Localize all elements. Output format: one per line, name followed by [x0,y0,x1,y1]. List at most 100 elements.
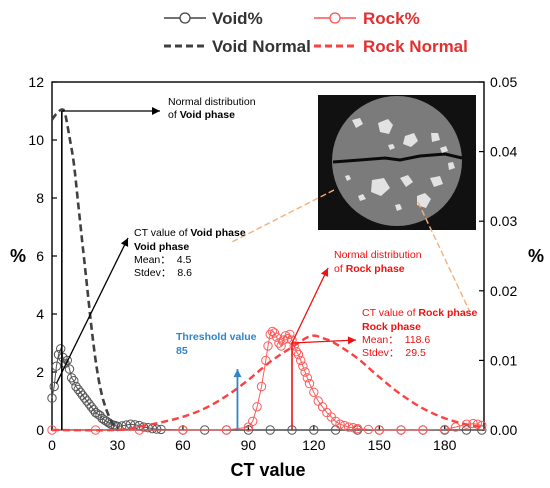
ct-crack [332,152,463,164]
data-point [112,421,123,432]
data-point [472,419,483,429]
data-point [156,424,166,435]
data-point [280,331,291,341]
annotation-arrows [55,107,357,384]
data-point [69,376,79,386]
legend-void-label: Void% [212,9,263,28]
y-left-tick-label: 4 [36,306,44,322]
data-point [344,422,354,432]
data-point [256,381,267,392]
inset-leader-void [231,189,335,243]
legend-item-rock-normal: Rock Normal [314,37,468,56]
ct-bright-grains [345,118,455,211]
x-tick-label: 120 [302,437,326,453]
data-point [302,373,312,383]
data-point [263,341,273,351]
x-tick-label: 90 [241,437,257,453]
data-point [64,364,75,374]
data-point [309,425,319,435]
y-axis-left-title: % [10,246,26,266]
data-point [300,367,310,377]
legend-item-void-normal: Void Normal [164,37,311,56]
rock-ct-annotation: CT value of Rock phase Rock phase Mean： 1… [362,307,480,359]
arrow-rock-normal [291,267,329,344]
rock-normal-annotation: Normal distribution of Rock phase [334,249,424,275]
void-normal-curve [50,108,119,430]
series-line [51,347,482,431]
data-point [265,425,275,435]
y-left-tick-label: 2 [36,364,44,380]
data-point [49,381,59,392]
arrowhead-threshold [233,369,242,378]
data-point [289,341,299,351]
x-tick-label: 30 [110,437,126,453]
x-axis-title: CT value [230,460,305,480]
data-point [178,425,188,435]
arrowhead-rock-ct [347,336,356,345]
data-point [374,425,384,435]
data-point [335,419,345,429]
data-point [51,361,62,371]
data-point [298,361,308,371]
legend-item-void: Void% [164,9,263,28]
x-tick-label: 60 [175,437,191,453]
data-point [282,333,293,344]
x-tick-label: 150 [368,437,392,453]
arrowhead-void-normal [152,107,160,115]
y-right-tick-label: 0.04 [490,144,517,160]
data-point [440,424,450,435]
threshold-annotation: Threshold value 85 [176,331,259,357]
data-point [66,373,77,383]
arrowhead-void-ct [120,238,129,247]
void-normal-annotation: Normal distribution of Void phase [168,96,258,121]
data-point [56,344,66,354]
y-left-tick-label: 8 [36,190,44,206]
y-right-tick-label: 0.00 [490,422,517,438]
legend-void-marker [179,12,191,24]
data-point [265,329,275,339]
data-point [352,423,363,434]
data-point [252,402,262,412]
data-point [134,425,145,435]
data-point [248,416,258,426]
x-tick-label: 0 [48,437,56,453]
data-point [269,328,280,338]
data-point [243,425,254,435]
data-point [276,341,286,351]
data-point [62,355,73,366]
legend-rock-normal-label: Rock Normal [363,37,468,56]
arrow-void-ct [55,237,129,384]
data-point [272,332,282,342]
series-line [52,330,482,431]
y-axis-left-ticks: 0 2 4 6 8 10 12 [28,74,57,438]
y-left-tick-label: 10 [28,132,44,148]
data-point [396,425,406,435]
x-tick-label: 180 [433,437,457,453]
legend-item-rock: Rock% [314,9,420,28]
data-point [143,423,153,433]
data-point [152,424,162,434]
y-left-tick-label: 0 [36,422,44,438]
data-point [285,329,295,339]
y-right-tick-label: 0.02 [490,283,517,299]
data-point [461,425,472,435]
data-point [47,393,57,403]
data-point [339,420,350,431]
data-point [348,423,358,433]
data-point [450,422,461,432]
ct-scan-inset [318,95,476,230]
inset-leader-rock [417,201,471,313]
arrow-rock-ct [291,339,357,344]
legend-rock-label: Rock% [363,9,420,28]
data-point [304,378,315,389]
y-right-tick-label: 0.03 [490,213,517,229]
y-left-tick-label: 6 [36,248,44,264]
y-right-tick-label: 0.01 [490,352,517,368]
y-right-tick-label: 0.05 [490,74,517,90]
data-point [363,424,374,435]
data-point [468,418,478,429]
arrowhead-rock-normal [320,268,329,277]
y-left-tick-label: 12 [28,74,44,90]
legend-void-normal-label: Void Normal [212,37,311,56]
data-point [293,349,304,360]
